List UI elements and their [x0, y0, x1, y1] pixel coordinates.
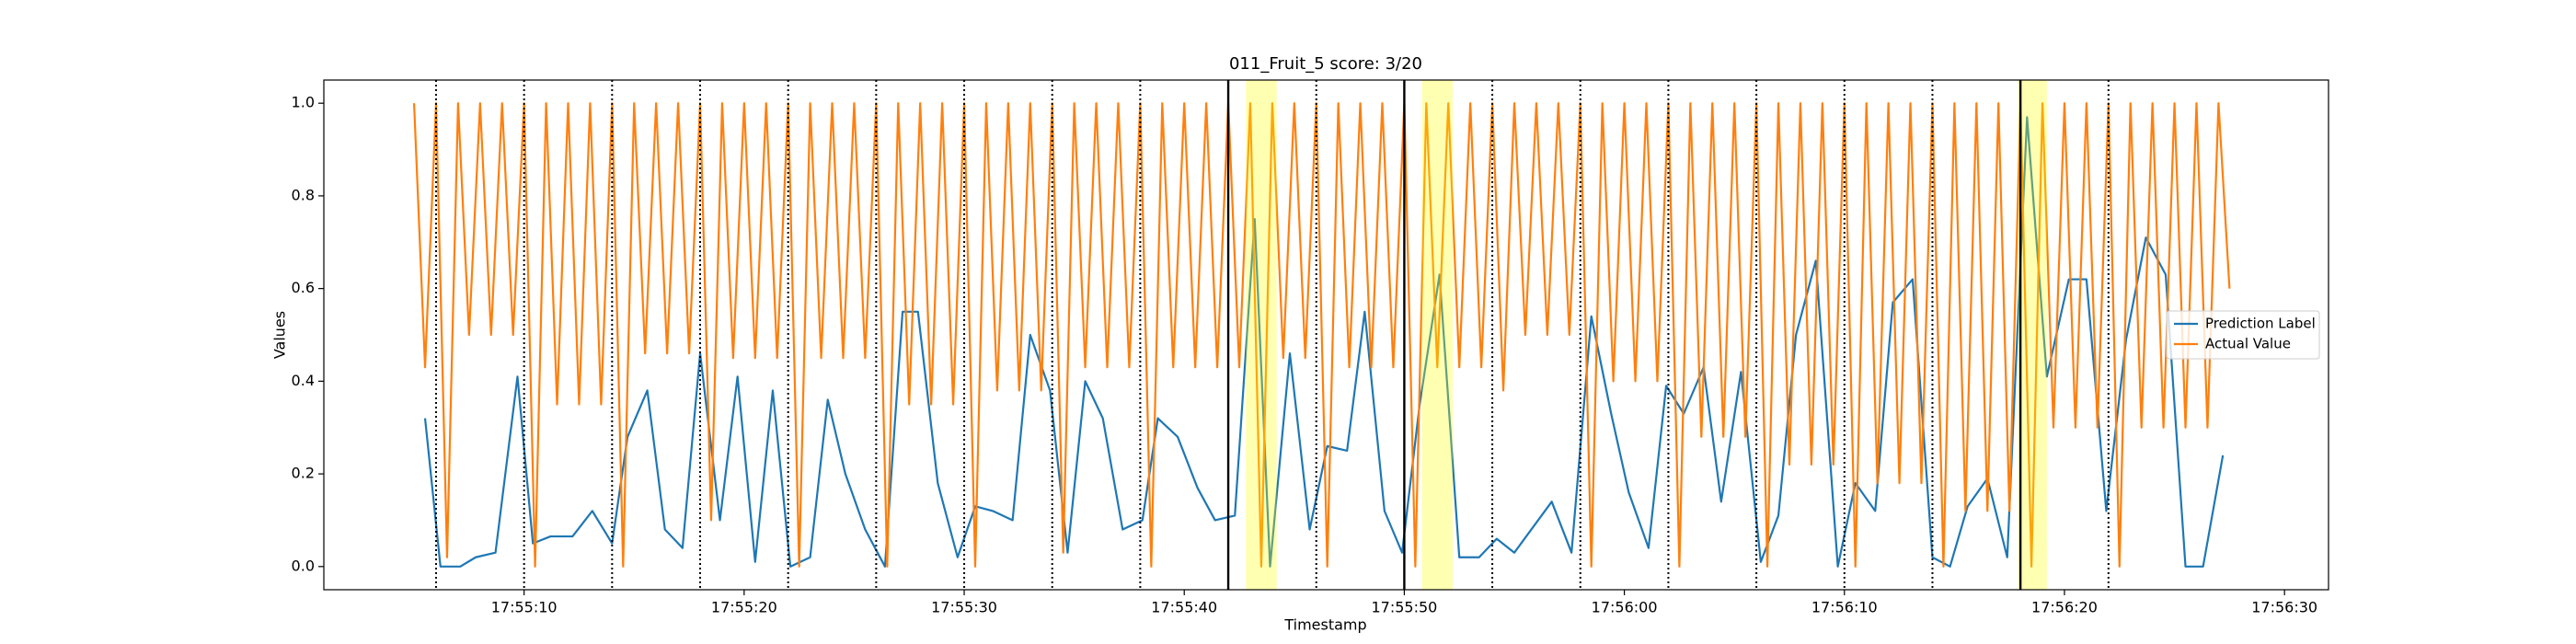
legend-label: Actual Value [2205, 336, 2291, 352]
y-tick-label: 0.8 [292, 186, 315, 203]
y-tick-label: 0.0 [292, 557, 315, 574]
axes-frame [323, 79, 2329, 591]
legend-label: Prediction Label [2205, 316, 2316, 332]
x-tick-label: 17:56:30 [2251, 599, 2317, 616]
x-tick-label: 17:55:40 [1151, 599, 1217, 616]
y-tick-label: 0.4 [292, 372, 315, 389]
y-axis-label: Values [271, 311, 289, 359]
series-line [412, 102, 2231, 568]
legend-box [2166, 310, 2320, 360]
chart-title: 011_Fruit_5 score: 3/20 [1229, 54, 1422, 74]
legend: Prediction Label Actual Value [2166, 310, 2320, 360]
plot-area [412, 80, 2231, 590]
x-tick-label: 17:55:30 [931, 599, 997, 616]
y-tick-label: 1.0 [292, 94, 315, 111]
x-tick-label: 17:55:20 [711, 599, 777, 616]
y-tick-label: 0.6 [292, 279, 315, 296]
x-tick-label: 17:56:00 [1592, 599, 1658, 616]
x-tick-label: 17:55:10 [491, 599, 558, 616]
x-tick-label: 17:56:20 [2031, 599, 2098, 616]
x-axis-label: Timestamp [1283, 616, 1366, 634]
x-tick-label: 17:56:10 [1811, 599, 1878, 616]
x-tick-label: 17:55:50 [1371, 599, 1437, 616]
highlight-span [1246, 80, 1277, 590]
y-tick-label: 0.2 [292, 465, 315, 482]
highlight-span [2018, 80, 2047, 590]
highlight-span [1421, 80, 1454, 590]
